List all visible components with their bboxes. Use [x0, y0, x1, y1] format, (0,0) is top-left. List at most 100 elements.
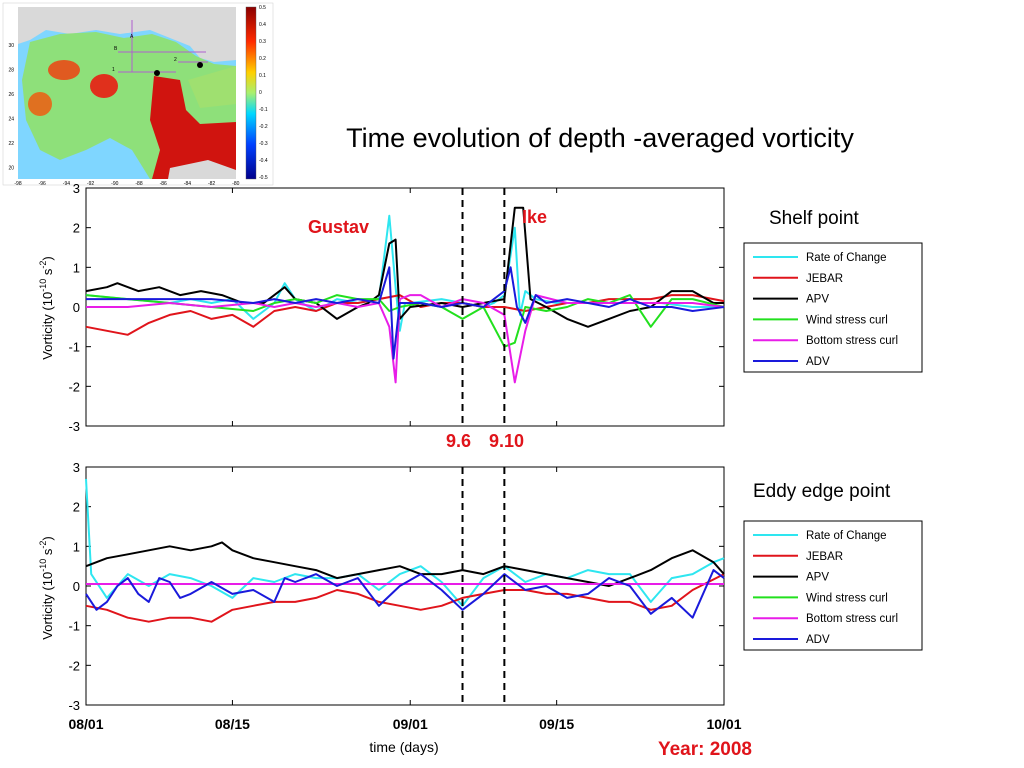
colorbar	[245, 6, 257, 180]
y-tick-label: -3	[68, 698, 80, 713]
map-y-tick-label: 22	[8, 141, 14, 147]
map-x-tick-label: -94	[63, 181, 70, 187]
map-point-marker	[154, 70, 160, 76]
y-tick-label: -2	[68, 658, 80, 673]
legend-entry: JEBAR	[806, 273, 843, 285]
map-marker-label: A	[130, 34, 134, 40]
series-line	[85, 573, 725, 623]
panel-label: Eddy edge point	[753, 481, 891, 502]
colorbar-tick-label: -0.4	[259, 158, 268, 164]
colorbar-ticks: 0.5 0.4 0.3 0.2 0.1 0 -0.1 -0.2 -0.3 -0.4 -0.5	[259, 5, 268, 181]
ike-annotation: Ike	[522, 207, 547, 227]
colorbar-tick-label: 0.2	[259, 56, 266, 62]
series-group	[85, 206, 725, 384]
gustav-annotation: Gustav	[308, 217, 369, 237]
legend-entry: APV	[806, 294, 829, 306]
y-tick-label: 2	[73, 221, 80, 236]
x-tick-labels: 08/01 08/15 09/01 09/15 10/01	[68, 716, 741, 732]
event-date-label: 9.10	[489, 431, 524, 451]
legend-entry: ADV	[806, 356, 830, 368]
map-y-ticks: 30 28 26 24 22 20	[8, 43, 14, 172]
colorbar-tick-label: -0.1	[259, 107, 268, 113]
map-x-tick-label: -88	[135, 181, 142, 187]
series-line	[85, 541, 725, 587]
map-point-marker	[197, 62, 203, 68]
colorbar-tick-label: 0.3	[259, 39, 266, 45]
series-line	[85, 294, 725, 336]
colorbar-tick-label: 0.5	[259, 5, 266, 11]
y-tick-labels: 3 2 1 0 -1 -2 -3	[68, 460, 80, 713]
event-lines	[461, 188, 506, 426]
y-tick-marks	[85, 466, 725, 706]
y-tick-label: 0	[73, 300, 80, 315]
map-y-tick-label: 24	[8, 117, 14, 123]
legend-entry: Rate of Change	[806, 530, 887, 542]
colorbar-tick-label: 0.4	[259, 22, 266, 28]
series-line	[85, 569, 725, 619]
map-x-tick-label: -86	[160, 181, 167, 187]
legend-entry: ADV	[806, 634, 830, 646]
series-line	[85, 206, 724, 328]
series-group	[85, 478, 725, 623]
x-axis-label: time (days)	[369, 739, 438, 755]
map-x-tick-label: -98	[14, 181, 21, 187]
y-axis-label: Vorticity (10-10 s-2)	[38, 256, 55, 359]
y-tick-label: 2	[73, 500, 80, 515]
legend-box	[743, 520, 923, 651]
event-lines	[461, 467, 506, 705]
legend-entry: Rate of Change	[806, 252, 887, 264]
map-x-tick-label: -90	[111, 181, 118, 187]
y-axis-label: Vorticity (10-10 s-2)	[38, 536, 55, 639]
map-y-tick-label: 20	[8, 166, 14, 172]
legend-entry: JEBAR	[806, 551, 843, 563]
map-y-tick-label: 26	[8, 92, 14, 98]
legend-entry: Wind stress curl	[806, 592, 888, 604]
y-tick-label: 3	[73, 181, 80, 196]
map-x-tick-label: -92	[87, 181, 94, 187]
y-tick-marks	[85, 187, 725, 427]
series-line	[85, 478, 725, 607]
colorbar-tick-label: 0.1	[259, 73, 266, 79]
colorbar-tick-label: -0.3	[259, 141, 268, 147]
x-tick-label: 08/15	[215, 716, 250, 732]
eddy-edge-point-chart: 3 2 1 0 -1 -2 -3 08/01 08/15 09/01 09/15 10/01 Vor…	[38, 460, 923, 755]
map-x-ticks: -98 -96 -94 -92 -90 -88 -86 -84 -82 -80	[14, 181, 239, 187]
series-line	[86, 294, 725, 384]
series-line	[86, 266, 725, 360]
map-y-tick-label: 30	[8, 43, 14, 49]
map-x-tick-label: -96	[39, 181, 46, 187]
y-tick-label: 0	[73, 579, 80, 594]
map-y-tick-label: 28	[8, 68, 14, 74]
legend-entry: Wind stress curl	[806, 314, 888, 326]
map-marker-label: B	[114, 46, 118, 52]
slide-title: Time evolution of depth -averaged vortic…	[346, 123, 854, 153]
legend: Rate of Change JEBAR APV Wind stress curl Bo…	[743, 520, 923, 651]
gulf-of-mexico-map: A B 1 2 30 28 26 24 22 20 -98 -96 -94 -92 -90 -88 -…	[2, 2, 274, 187]
colorbar-tick-label: 0	[259, 90, 262, 96]
event-date-label: 9.6	[446, 431, 471, 451]
y-tick-label: 1	[73, 539, 80, 554]
colorbar-tick-label: -0.5	[259, 175, 268, 181]
x-tick-label: 09/01	[393, 716, 428, 732]
map-x-tick-label: -80	[232, 181, 239, 187]
map-marker-label: 2	[174, 57, 177, 63]
x-tick-label: 09/15	[539, 716, 574, 732]
y-tick-label: -2	[68, 379, 80, 394]
y-tick-labels: 3 2 1 0 -1 -2 -3	[68, 181, 80, 434]
panel-label: Shelf point	[769, 208, 860, 229]
legend-entry: Bottom stress curl	[806, 613, 898, 625]
y-tick-label: -3	[68, 419, 80, 434]
y-tick-label: 1	[73, 260, 80, 275]
legend-box	[743, 242, 923, 373]
map-x-tick-label: -82	[208, 181, 215, 187]
x-tick-label: 08/01	[68, 716, 103, 732]
map-marker-label: 1	[112, 67, 115, 73]
legend-entry: APV	[806, 572, 829, 584]
y-tick-label: -1	[68, 340, 80, 355]
colorbar-tick-label: -0.2	[259, 124, 268, 130]
legend: Rate of Change JEBAR APV Wind stress curl Bo…	[743, 242, 923, 373]
x-tick-label: 10/01	[706, 716, 741, 732]
year-label: Year: 2008	[658, 739, 752, 760]
